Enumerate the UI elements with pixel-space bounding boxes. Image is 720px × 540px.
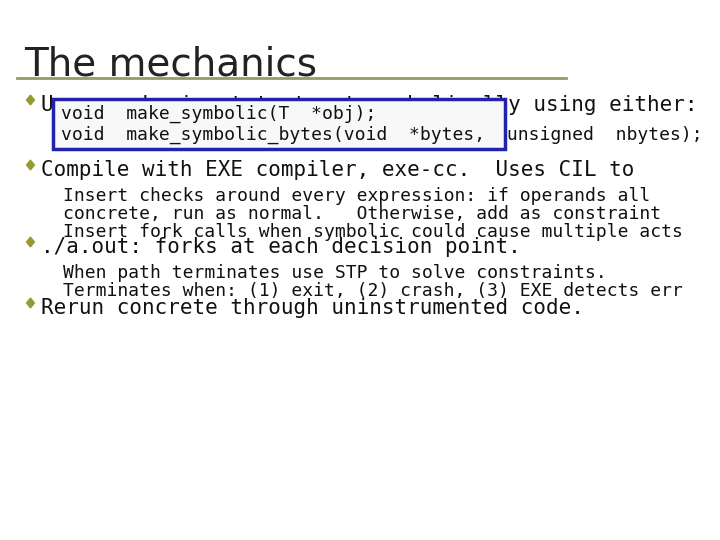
Text: Terminates when: (1) exit, (2) crash, (3) EXE detects err: Terminates when: (1) exit, (2) crash, (3…: [63, 282, 683, 300]
Text: concrete, run as normal.   Otherwise, add as constraint: concrete, run as normal. Otherwise, add …: [63, 205, 661, 223]
Text: The mechanics: The mechanics: [24, 45, 317, 83]
Polygon shape: [27, 237, 35, 247]
Polygon shape: [27, 298, 35, 308]
Polygon shape: [27, 95, 35, 105]
Text: Insert fork calls when symbolic could cause multiple acts: Insert fork calls when symbolic could ca…: [63, 223, 683, 241]
Polygon shape: [27, 160, 35, 170]
Text: void  make_symbolic(T  *obj);: void make_symbolic(T *obj);: [61, 105, 377, 123]
Text: User marks input to treat symbolically using either:: User marks input to treat symbolically u…: [41, 95, 698, 115]
Text: ./a.out: forks at each decision point.: ./a.out: forks at each decision point.: [41, 237, 521, 257]
Text: Rerun concrete through uninstrumented code.: Rerun concrete through uninstrumented co…: [41, 298, 584, 318]
FancyBboxPatch shape: [53, 99, 505, 149]
Text: Compile with EXE compiler, exe-cc.  Uses CIL to: Compile with EXE compiler, exe-cc. Uses …: [41, 160, 634, 180]
Text: Insert checks around every expression: if operands all: Insert checks around every expression: i…: [63, 187, 650, 205]
Text: When path terminates use STP to solve constraints.: When path terminates use STP to solve co…: [63, 264, 606, 282]
Text: void  make_symbolic_bytes(void  *bytes,  unsigned  nbytes);: void make_symbolic_bytes(void *bytes, un…: [61, 126, 703, 144]
